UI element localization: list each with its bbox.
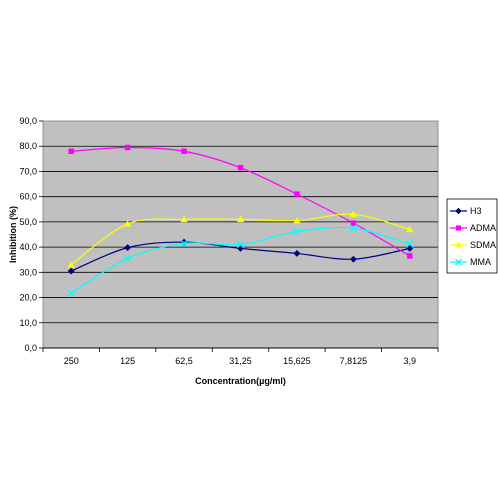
data-point-mma <box>236 240 245 249</box>
data-point-sdma <box>406 225 414 233</box>
series-mma <box>67 224 414 297</box>
data-point-sdma <box>124 220 132 227</box>
data-point-adma <box>237 164 244 171</box>
legend-marker-sdma <box>455 241 462 248</box>
data-point-mma <box>293 227 301 236</box>
data-point-h3 <box>406 244 414 252</box>
data-point-sdma <box>67 261 75 268</box>
data-point-adma <box>407 253 413 259</box>
y-tick-label: 60,0 <box>19 192 37 202</box>
data-point-adma <box>68 148 74 154</box>
y-tick-label: 40,0 <box>19 242 37 252</box>
y-tick-label: 90,0 <box>19 116 37 126</box>
data-point-mma <box>123 254 132 263</box>
data-point-sdma <box>293 216 301 224</box>
x-tick-label: 250 <box>64 356 79 366</box>
y-tick-label: 10,0 <box>19 318 37 328</box>
data-point-sdma <box>180 215 188 223</box>
data-point-h3 <box>293 249 301 257</box>
data-point-mma <box>67 289 75 297</box>
data-point-adma <box>181 148 187 154</box>
legend-label: H3 <box>470 206 482 216</box>
x-axis-title: Concentration(µg/ml) <box>195 376 286 386</box>
y-tick-label: 20,0 <box>19 293 37 303</box>
data-point-mma <box>180 239 188 247</box>
x-tick-label: 15,625 <box>283 356 311 366</box>
data-point-adma <box>124 144 131 151</box>
data-point-h3 <box>349 255 357 263</box>
data-point-h3 <box>67 267 75 275</box>
x-axis-tick-labels: 250 125 62,5 31,25 15,625 7,8125 3,9 <box>42 347 439 366</box>
y-tick-label: 50,0 <box>19 217 37 227</box>
series-sdma <box>67 210 414 268</box>
legend-label: MMA <box>470 257 491 267</box>
legend-label: SDMA <box>470 240 496 250</box>
y-axis-tick-labels: 0,0 10,0 20,0 30,0 40,0 50,0 60,0 70,0 80,0 90,0 <box>19 116 43 353</box>
data-point-mma <box>406 240 414 248</box>
y-axis-title: Inhibition (%) <box>8 206 18 263</box>
series-adma <box>68 144 413 259</box>
x-tick-label: 125 <box>120 356 135 366</box>
y-tick-label: 80,0 <box>19 141 37 151</box>
y-tick-label: 0,0 <box>24 343 37 353</box>
legend-marker-mma <box>455 258 462 266</box>
data-point-sdma <box>236 215 245 223</box>
data-point-sdma <box>349 210 357 218</box>
x-tick-label: 3,9 <box>404 356 417 366</box>
legend: H3 ADMA SDMA MMA <box>446 198 498 274</box>
data-point-adma <box>350 220 357 226</box>
data-point-adma <box>294 191 300 197</box>
x-tick-label: 62,5 <box>175 356 193 366</box>
x-tick-label: 31,25 <box>229 356 252 366</box>
legend-label: ADMA <box>470 223 496 233</box>
grid-lines <box>43 145 438 324</box>
data-point-mma <box>349 224 358 232</box>
y-tick-label: 30,0 <box>19 267 37 277</box>
legend-marker-h3 <box>455 207 462 215</box>
data-point-h3 <box>124 244 132 252</box>
series-lines <box>67 144 414 297</box>
x-tick-label: 7,8125 <box>340 356 368 366</box>
y-tick-label: 70,0 <box>19 166 37 176</box>
legend-marker-adma <box>455 225 462 231</box>
